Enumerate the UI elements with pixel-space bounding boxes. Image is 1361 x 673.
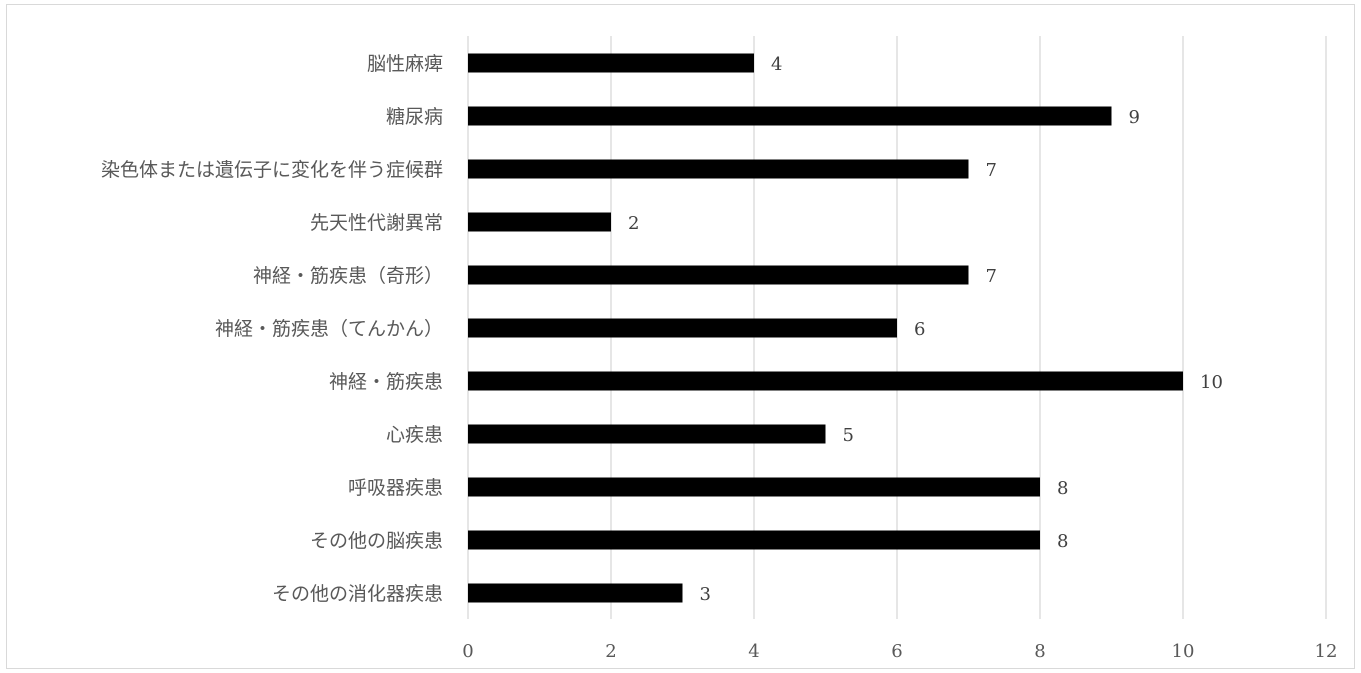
category-label: 先天性代謝異常 (310, 212, 443, 234)
category-label: 呼吸器疾患 (348, 477, 443, 499)
bar (468, 477, 1040, 497)
data-label: 8 (1057, 478, 1068, 499)
x-tick-label: 6 (891, 641, 902, 662)
bar (468, 530, 1040, 550)
data-label: 8 (1057, 531, 1068, 552)
x-tick-label: 10 (1172, 641, 1195, 662)
x-tick-label: 8 (1034, 641, 1045, 662)
bar (468, 265, 969, 285)
data-label: 7 (986, 160, 997, 181)
gridlines (467, 36, 1327, 619)
x-tick-label: 4 (748, 641, 759, 662)
x-tick-label: 12 (1315, 641, 1338, 662)
data-label: 5 (843, 425, 854, 446)
bar (468, 371, 1183, 391)
bar (468, 318, 897, 338)
category-label: 神経・筋疾患 (329, 371, 443, 393)
data-label: 6 (914, 319, 925, 340)
x-tick-label: 0 (462, 641, 473, 662)
bar (468, 583, 683, 603)
bars (468, 53, 1183, 603)
bar (468, 106, 1112, 126)
data-label: 4 (771, 54, 782, 75)
bar (468, 424, 826, 444)
category-label: 糖尿病 (386, 106, 443, 128)
data-label: 7 (986, 266, 997, 287)
category-label: 染色体または遺伝子に変化を伴う症候群 (101, 159, 443, 181)
data-label: 9 (1129, 107, 1140, 128)
category-label: 心疾患 (386, 424, 443, 446)
category-label: その他の脳疾患 (310, 530, 443, 552)
data-label: 10 (1200, 372, 1223, 393)
labels: 0 2 4 6 8 10 12 脳性麻痺 4 糖尿病 9 染色体または遺伝子に変化を伴う症候群 7 先天性… (101, 53, 1337, 662)
category-label: 神経・筋疾患（奇形） (253, 265, 443, 287)
bar (468, 159, 969, 179)
x-tick-label: 2 (605, 641, 616, 662)
category-label: 脳性麻痺 (367, 53, 443, 75)
data-label: 3 (700, 584, 711, 605)
bar (468, 53, 754, 73)
category-label: 神経・筋疾患（てんかん） (215, 318, 443, 340)
category-label: その他の消化器疾患 (272, 583, 443, 605)
bar (468, 212, 611, 232)
data-label: 2 (628, 213, 639, 234)
